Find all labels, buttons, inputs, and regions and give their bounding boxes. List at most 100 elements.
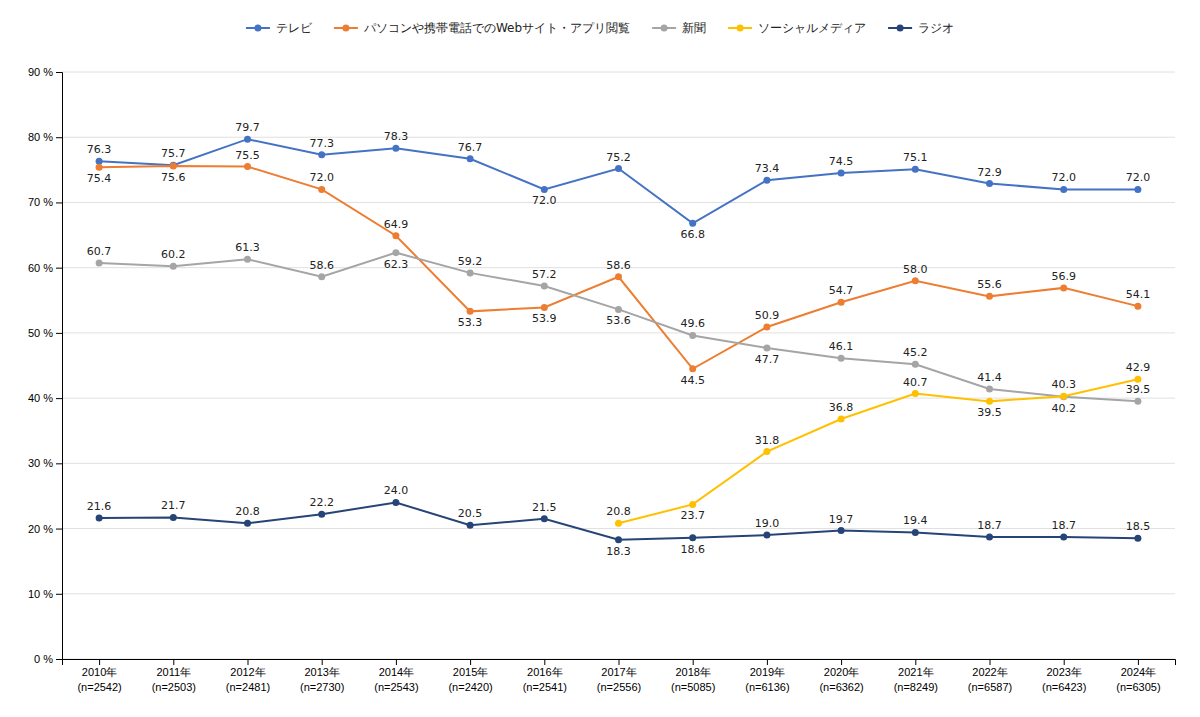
legend-marker (897, 25, 904, 32)
series-point (1060, 284, 1067, 291)
x-tick: 2024年(n=6305) (1116, 659, 1160, 693)
series-point (986, 180, 993, 187)
x-tick: 2019年 (n=6136) (745, 659, 789, 693)
x-tick-label-line: (n=2543) (374, 681, 418, 693)
series-point (1134, 376, 1141, 383)
data-label: 54.7 (829, 284, 854, 297)
data-label: 73.4 (755, 162, 780, 175)
grid (62, 72, 1175, 659)
data-label: 18.6 (680, 543, 705, 556)
x-tick-label-line: 2014年 (379, 666, 414, 678)
data-label: 20.8 (606, 505, 631, 518)
series-point (541, 282, 548, 289)
data-label: 21.7 (161, 499, 186, 512)
x-tick-label-line: (n=2503) (152, 681, 196, 693)
legend-marker (342, 25, 349, 32)
y-tick-label: 60 % (28, 262, 53, 274)
x-tick-label-line: (n=2730) (300, 681, 344, 693)
data-label: 64.9 (384, 218, 409, 231)
data-label: 55.6 (977, 278, 1002, 291)
data-label: 75.1 (903, 151, 928, 164)
x-tick-label-line: (n=6136) (745, 681, 789, 693)
x-tick-label-line: 2018年 (675, 666, 710, 678)
x-tick-label-line: (n=6362) (819, 681, 863, 693)
series-point (1060, 393, 1067, 400)
series-point (1134, 186, 1141, 193)
y-tick: 70 % (28, 196, 62, 208)
x-tick-label: 2010年(n=2542) (77, 666, 121, 693)
series-point (838, 415, 845, 422)
series-point (170, 263, 177, 270)
data-label: 54.1 (1126, 288, 1151, 301)
series-point (392, 145, 399, 152)
chart-svg: 0 %10 %20 %30 %40 %50 %60 %70 %80 %90 %2… (0, 0, 1200, 717)
legend-item: パソコンや携帯電話でのWebサイト・アプリ閲覧 (334, 21, 630, 35)
data-label: 20.5 (458, 507, 483, 520)
x-tick: 2010年(n=2542) (77, 659, 121, 693)
series-point (912, 361, 919, 368)
y-tick: 60 % (28, 262, 62, 274)
grid-line (62, 593, 1175, 594)
series-point (763, 177, 770, 184)
series-point (689, 332, 696, 339)
x-tick: 2020年 (n=6362) (819, 659, 863, 693)
x-tick-label-line: (n=2481) (226, 681, 270, 693)
data-label: 39.5 (1126, 383, 1151, 396)
series-point (541, 515, 548, 522)
x-tick-label: 2015年(n=2420) (448, 666, 492, 693)
grid-line (62, 528, 1175, 529)
x-tick: 2011年(n=2503) (152, 659, 196, 693)
x-tick-label: 2013年(n=2730) (300, 666, 344, 693)
grid-line (62, 202, 1175, 203)
data-label: 72.0 (1126, 171, 1151, 184)
x-tick: 2018年(n=5085) (671, 659, 715, 693)
legend-label: パソコンや携帯電話でのWebサイト・アプリ閲覧 (363, 21, 630, 35)
x-tick-label-line: 2023年 (1046, 666, 1081, 678)
x-tick-mark (1138, 659, 1139, 665)
series-point (467, 522, 474, 529)
data-label: 18.7 (977, 519, 1002, 532)
series-point (1060, 534, 1067, 541)
data-label: 21.5 (532, 501, 557, 514)
x-tick-mark (396, 659, 397, 665)
series-point (838, 355, 845, 362)
x-tick-label: 2017年(n=2556) (597, 666, 641, 693)
y-tick: 80 % (28, 131, 62, 143)
x-tick-label-line: 2016年 (527, 666, 562, 678)
data-label: 61.3 (235, 241, 260, 254)
x-tick-mark (619, 659, 620, 665)
y-tick-mark (56, 529, 62, 530)
x-tick-label-line: 2019年 (750, 666, 785, 678)
series-point (763, 532, 770, 539)
series-point (838, 170, 845, 177)
series-point (318, 273, 325, 280)
x-tick-label: 2023年(n=6423) (1042, 666, 1086, 693)
data-labels: 76.375.460.721.675.775.660.221.779.775.5… (87, 121, 1150, 557)
x-tick-label-line: (n=2420) (448, 681, 492, 693)
series-point (541, 186, 548, 193)
series-point (170, 514, 177, 521)
series-point (96, 260, 103, 267)
y-tick-label: 20 % (28, 523, 53, 535)
data-label: 53.9 (532, 312, 557, 325)
x-tick-label-line: 2024年 (1121, 666, 1156, 678)
series-point (1134, 535, 1141, 542)
legend-label: ソーシャルメディア (758, 21, 866, 35)
data-label: 40.3 (1051, 378, 1076, 391)
series-point (615, 306, 622, 313)
series-point (838, 299, 845, 306)
series-point (689, 365, 696, 372)
x-tick-label-line: (n=8249) (894, 681, 938, 693)
x-tick-label-line: (n=6587) (968, 681, 1012, 693)
series-point (763, 448, 770, 455)
x-tick-mark (544, 659, 545, 665)
series-line (99, 253, 1138, 402)
x-tick-mark (99, 659, 100, 665)
data-label: 58.6 (606, 259, 631, 272)
data-label: 62.3 (384, 258, 409, 271)
x-tick-label-line: 2020年 (824, 666, 859, 678)
data-label: 40.2 (1051, 402, 1076, 415)
series-point (615, 520, 622, 527)
data-label: 66.8 (680, 228, 705, 241)
data-label: 21.6 (87, 500, 112, 513)
